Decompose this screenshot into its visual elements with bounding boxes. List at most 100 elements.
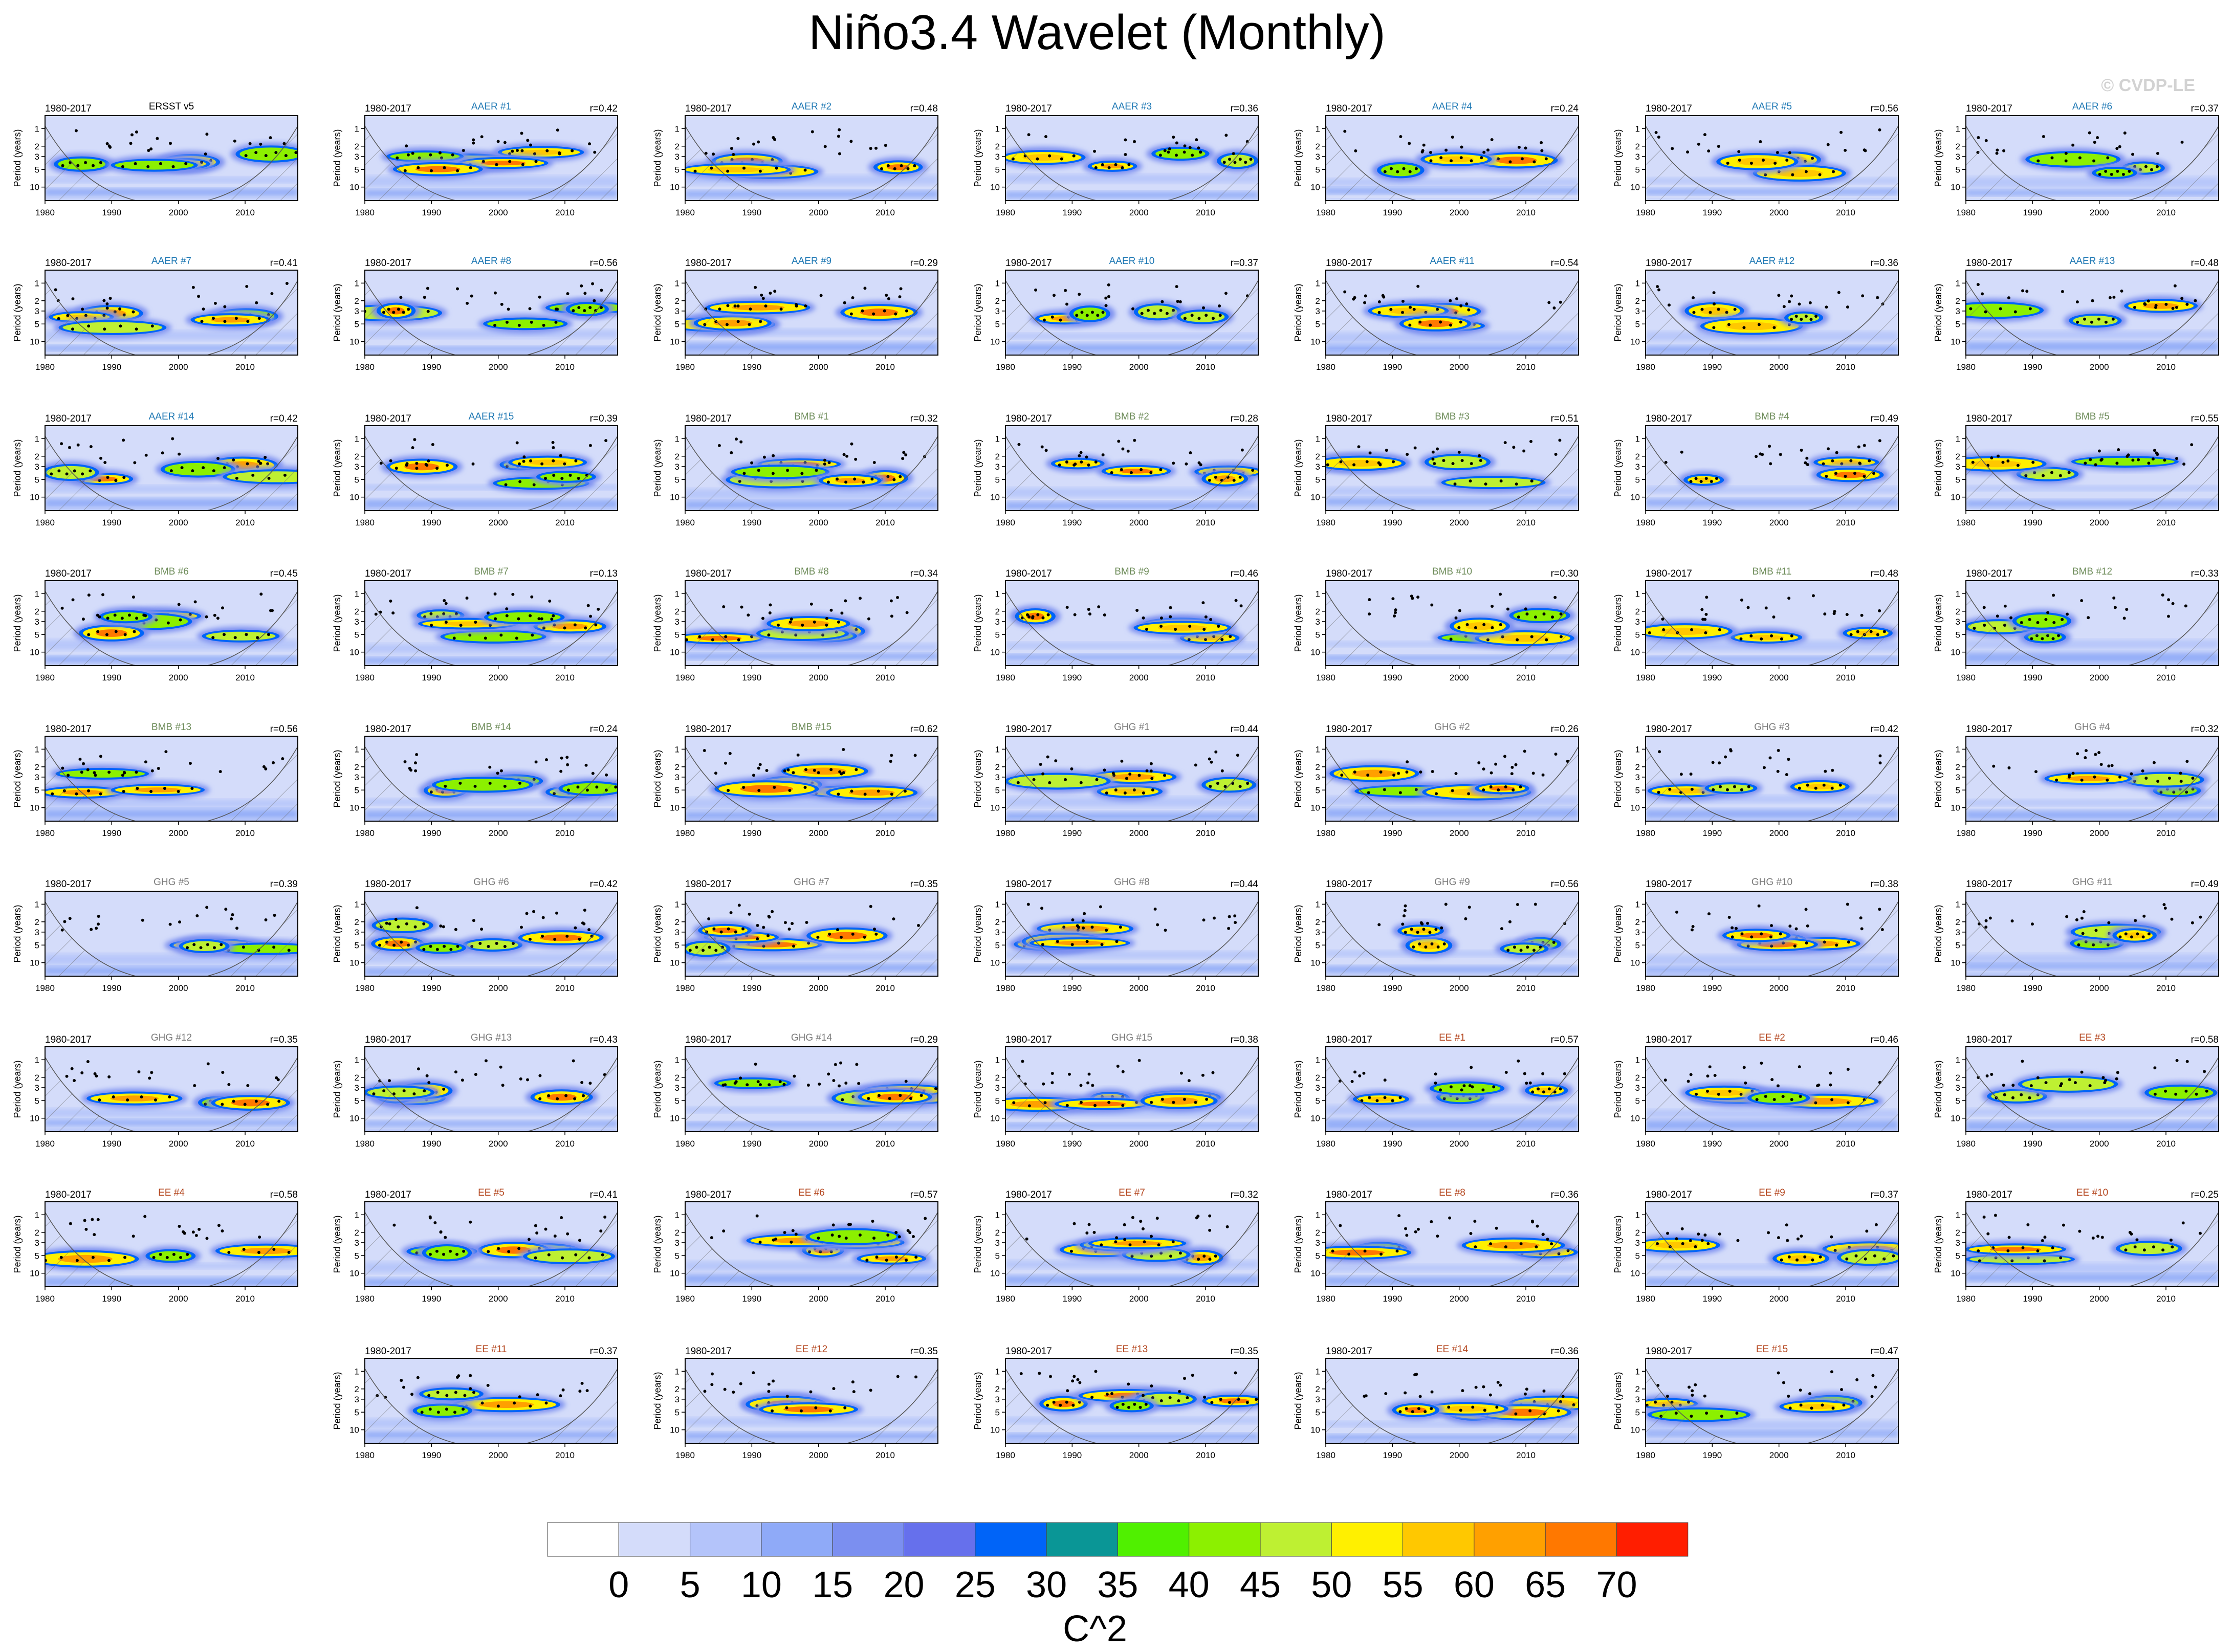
significance-dot [544, 477, 547, 480]
y-tick-label: 1 [675, 278, 680, 288]
significance-dot [161, 451, 164, 455]
significance-dot [232, 458, 235, 461]
panel-frame [1965, 736, 2219, 822]
significance-dot [487, 1250, 490, 1253]
significance-dot [1713, 1074, 1717, 1077]
significance-dot [2179, 780, 2183, 783]
significance-dot [559, 769, 563, 773]
significance-dot [904, 453, 908, 457]
x-tick-label: 2000 [809, 828, 828, 838]
significance-dot [95, 1074, 98, 1078]
x-tick-label: 2010 [1836, 518, 1855, 527]
significance-dot [561, 1256, 564, 1260]
significance-dot [1728, 1089, 1732, 1093]
y-axis-label: Period (years) [1613, 594, 1623, 652]
panel-correlation: r=0.24 [590, 724, 618, 735]
y-tick-label: 2 [1956, 296, 1960, 306]
cone-of-influence [685, 746, 938, 821]
significance-dot [2036, 1249, 2040, 1252]
significance-dot [1526, 945, 1529, 949]
significance-dot [97, 915, 100, 918]
significance-dot [1182, 150, 1186, 154]
significance-dot [2091, 1236, 2095, 1240]
panel-body [1646, 891, 1898, 976]
x-tick-label: 2000 [1769, 1294, 1789, 1304]
significance-dot [768, 611, 772, 615]
significance-dot [1449, 159, 1453, 163]
significance-dot [2106, 156, 2110, 160]
significance-dot [1558, 438, 1562, 442]
panel-frame [1325, 736, 1579, 822]
significance-dot [707, 917, 711, 920]
significance-dot [168, 1095, 171, 1099]
significance-dot [99, 755, 102, 758]
significance-dot [1103, 613, 1106, 617]
significance-dot [1424, 945, 1428, 949]
significance-dot [299, 477, 302, 480]
significance-dot [545, 758, 549, 762]
panel-period: 1980-2017 [685, 724, 732, 735]
significance-dot [577, 477, 580, 480]
significance-dot [1081, 919, 1085, 922]
x-tick-label: 1990 [102, 983, 121, 993]
significance-dot [1107, 1100, 1111, 1104]
panel-body [45, 1202, 298, 1287]
significance-dot [1393, 611, 1397, 614]
significance-dot [1159, 1251, 1163, 1255]
panel-period: 1980-2017 [45, 724, 92, 735]
coi-line [1005, 1056, 1258, 1132]
significance-dot [839, 1061, 843, 1065]
significance-dot [1690, 787, 1694, 791]
significance-dot [415, 461, 419, 465]
y-tick-label: 10 [1630, 1269, 1640, 1279]
y-tick-label: 2 [35, 762, 39, 772]
significance-dot [2185, 760, 2189, 763]
x-tick-label: 1980 [355, 983, 375, 993]
significance-dot [389, 459, 392, 462]
x-tick-label: 1980 [1316, 828, 1335, 838]
significance-dot [704, 151, 708, 155]
significance-dot [1767, 1231, 1770, 1235]
significance-dot [1532, 160, 1536, 164]
coi-line [685, 901, 938, 976]
significance-dot [1777, 294, 1781, 297]
significance-dot [1846, 1101, 1850, 1105]
y-axis-label: Period (years) [12, 594, 23, 652]
significance-dot [1048, 781, 1052, 784]
y-axis-label: Period (years) [973, 439, 983, 497]
significance-dot [433, 1221, 437, 1224]
cone-of-influence [1966, 126, 2219, 201]
y-tick-label: 1 [35, 278, 39, 288]
panel-correlation: r=0.39 [270, 879, 298, 890]
x-tick-label: 2010 [2156, 208, 2176, 217]
y-axis-label: Period (years) [973, 905, 983, 962]
significance-dot [573, 623, 577, 627]
significance-dot [736, 320, 740, 323]
y-tick-label: 2 [35, 1228, 39, 1238]
power-contour [1695, 477, 1713, 482]
panel-title: BMB #3 [1435, 411, 1470, 422]
significance-dot [396, 156, 399, 160]
significance-dot [2133, 1245, 2137, 1249]
significance-dot [1431, 457, 1435, 461]
y-tick-label: 10 [1630, 337, 1640, 347]
panel-body [45, 270, 298, 355]
panel-period: 1980-2017 [685, 879, 732, 890]
x-tick-label: 1980 [355, 208, 375, 217]
significance-dot [2097, 751, 2101, 755]
significance-dot [1197, 146, 1200, 150]
significance-dot [842, 453, 846, 456]
y-tick-label: 1 [995, 278, 1000, 288]
significance-dot [1385, 449, 1388, 452]
significance-dot [1515, 482, 1518, 486]
significance-dot [1700, 1239, 1704, 1242]
x-tick-label: 2010 [1516, 518, 1536, 527]
significance-dot [2060, 1082, 2063, 1086]
significance-dot [1776, 1084, 1780, 1088]
significance-dot [1695, 1092, 1698, 1096]
panel-correlation: r=0.28 [1231, 413, 1258, 424]
y-tick-label: 1 [1635, 124, 1640, 134]
significance-dot [1787, 597, 1791, 600]
